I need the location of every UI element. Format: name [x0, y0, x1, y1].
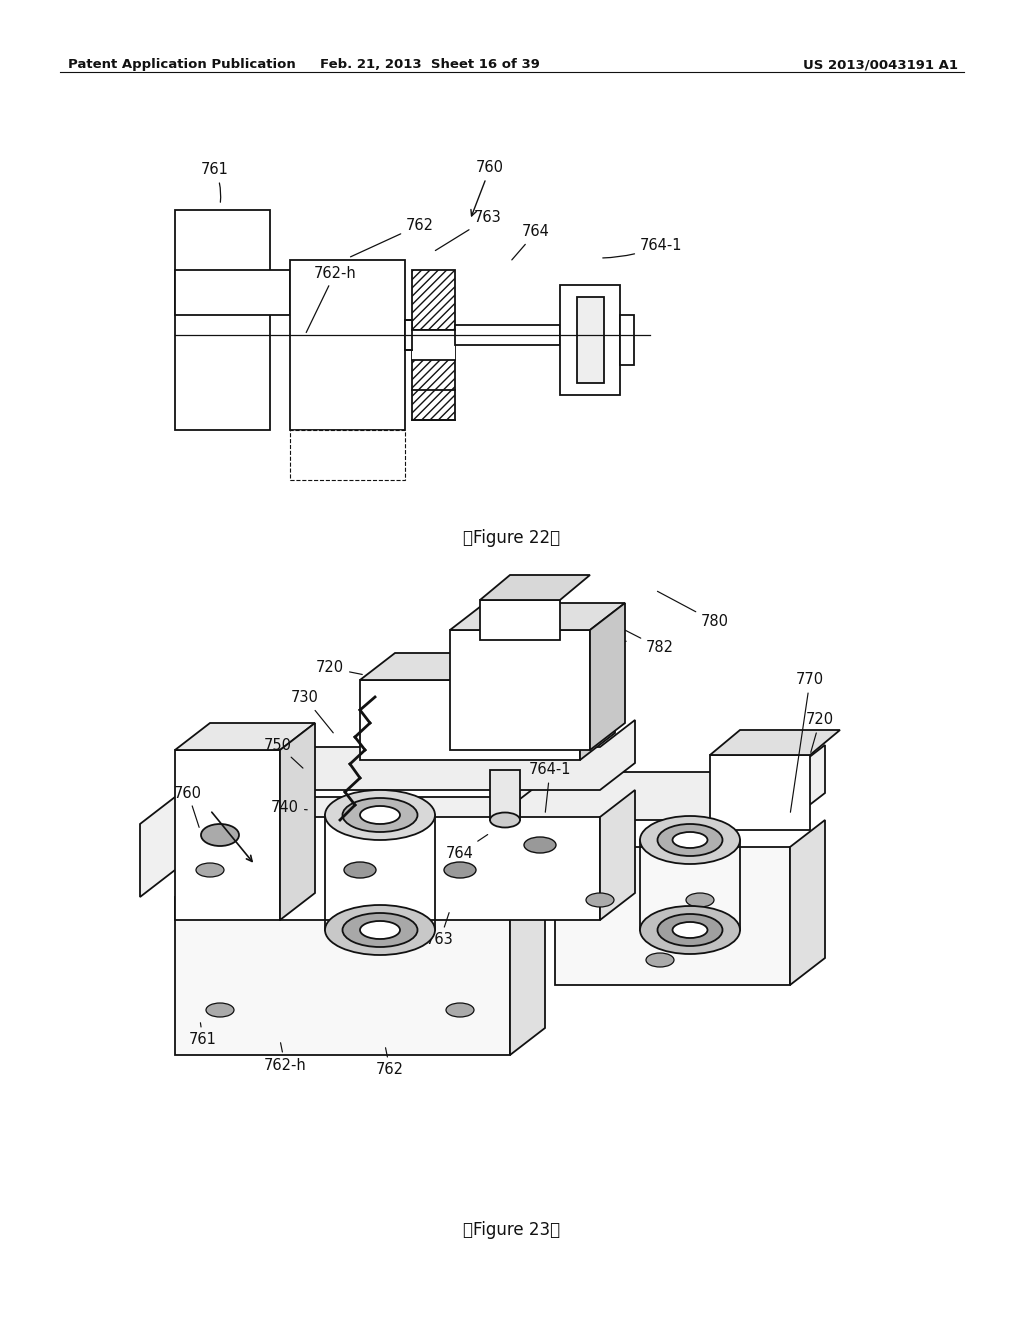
- Ellipse shape: [344, 862, 376, 878]
- Text: 【Figure 23】: 【Figure 23】: [464, 1221, 560, 1239]
- Polygon shape: [710, 755, 810, 830]
- Polygon shape: [790, 820, 825, 985]
- Text: 764: 764: [512, 224, 550, 260]
- Bar: [620, 315, 634, 366]
- Text: 764-1: 764-1: [603, 238, 683, 257]
- Ellipse shape: [673, 921, 708, 939]
- Text: 720: 720: [316, 660, 362, 676]
- Text: 720: 720: [806, 713, 835, 752]
- Polygon shape: [450, 630, 590, 750]
- Polygon shape: [175, 898, 510, 1055]
- Text: Feb. 21, 2013  Sheet 16 of 39: Feb. 21, 2013 Sheet 16 of 39: [321, 58, 540, 71]
- Ellipse shape: [646, 953, 674, 968]
- Bar: [412, 271, 455, 330]
- Text: Patent Application Publication: Patent Application Publication: [68, 58, 296, 71]
- Bar: [412, 330, 455, 420]
- Polygon shape: [510, 870, 545, 1055]
- Text: 764: 764: [446, 834, 487, 861]
- Bar: [577, 297, 604, 383]
- Bar: [175, 210, 270, 430]
- Bar: [290, 430, 406, 480]
- Bar: [560, 285, 620, 395]
- Ellipse shape: [524, 837, 556, 853]
- Text: US 2013/0043191 A1: US 2013/0043191 A1: [803, 58, 958, 71]
- Ellipse shape: [360, 807, 400, 824]
- Ellipse shape: [201, 824, 239, 846]
- Polygon shape: [175, 750, 280, 920]
- Text: 750: 750: [264, 738, 303, 768]
- Polygon shape: [480, 576, 590, 601]
- Polygon shape: [140, 770, 545, 898]
- Ellipse shape: [360, 921, 400, 939]
- Ellipse shape: [342, 799, 418, 832]
- Text: 730: 730: [291, 690, 333, 733]
- Polygon shape: [580, 653, 615, 760]
- Polygon shape: [480, 601, 560, 640]
- Text: 762: 762: [350, 218, 434, 257]
- Polygon shape: [520, 744, 825, 847]
- Text: 761: 761: [189, 1023, 217, 1048]
- Text: 763: 763: [426, 912, 454, 948]
- Ellipse shape: [640, 906, 740, 954]
- Text: 760: 760: [174, 785, 202, 828]
- Ellipse shape: [446, 1003, 474, 1016]
- Text: 763: 763: [435, 210, 502, 251]
- Bar: [175, 271, 290, 315]
- Bar: [406, 319, 412, 350]
- Ellipse shape: [206, 1003, 234, 1016]
- Text: 780: 780: [657, 591, 729, 630]
- Text: 760: 760: [471, 161, 504, 216]
- Polygon shape: [360, 653, 615, 680]
- Polygon shape: [555, 847, 790, 985]
- Text: 762: 762: [376, 1048, 404, 1077]
- Ellipse shape: [673, 832, 708, 847]
- Bar: [455, 325, 560, 345]
- Text: 764-1: 764-1: [528, 763, 571, 812]
- Bar: [412, 330, 455, 360]
- Ellipse shape: [325, 906, 435, 954]
- Text: 762-h: 762-h: [263, 1043, 306, 1072]
- Polygon shape: [590, 603, 625, 750]
- Polygon shape: [450, 603, 625, 630]
- Ellipse shape: [325, 789, 435, 840]
- Text: 740: 740: [271, 800, 307, 816]
- Ellipse shape: [196, 863, 224, 876]
- Text: 781: 781: [578, 616, 629, 645]
- Polygon shape: [600, 789, 635, 920]
- Polygon shape: [280, 723, 315, 920]
- Polygon shape: [280, 817, 600, 920]
- Bar: [490, 770, 520, 820]
- Text: 761: 761: [201, 162, 229, 202]
- Ellipse shape: [657, 913, 723, 946]
- Text: 770: 770: [791, 672, 824, 812]
- Text: 【Figure 22】: 【Figure 22】: [464, 529, 560, 546]
- Polygon shape: [175, 723, 315, 750]
- Ellipse shape: [640, 816, 740, 865]
- Text: 782: 782: [617, 626, 674, 656]
- Bar: [290, 260, 406, 430]
- Ellipse shape: [586, 894, 614, 907]
- Polygon shape: [245, 719, 635, 817]
- Ellipse shape: [657, 824, 723, 855]
- Polygon shape: [360, 680, 580, 760]
- Ellipse shape: [490, 813, 520, 828]
- Ellipse shape: [444, 862, 476, 878]
- Polygon shape: [710, 730, 840, 755]
- Text: 762-h: 762-h: [306, 265, 356, 333]
- Ellipse shape: [686, 894, 714, 907]
- Ellipse shape: [342, 913, 418, 946]
